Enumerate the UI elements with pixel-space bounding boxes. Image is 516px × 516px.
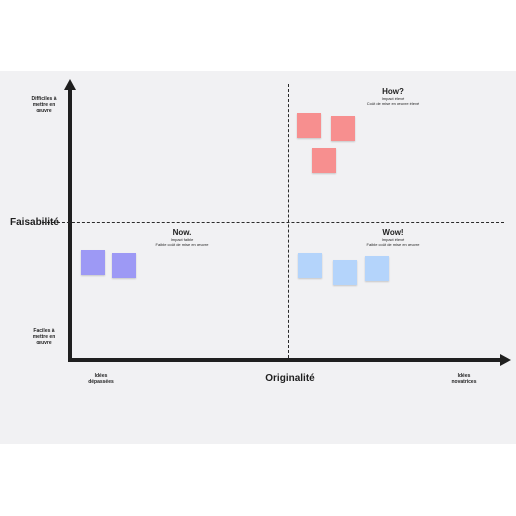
x-axis-left-label: Idées dépassées bbox=[88, 373, 114, 385]
horizontal-quadrant-divider bbox=[42, 222, 504, 223]
sticky-note-how[interactable] bbox=[312, 148, 336, 173]
quadrant-how-impact: Impact élevé bbox=[381, 96, 405, 101]
sticky-note-wow[interactable] bbox=[333, 260, 357, 285]
quadrant-how-cost: Coût de mise en œuvre élevé bbox=[366, 101, 420, 106]
sticky-note-wow[interactable] bbox=[298, 253, 322, 278]
y-axis-title: Faisabilité bbox=[10, 217, 59, 228]
quadrant-now-title: Now. bbox=[172, 228, 192, 237]
sticky-note-how[interactable] bbox=[297, 113, 321, 138]
quadrant-now-impact: Impact faible bbox=[170, 237, 194, 242]
vertical-quadrant-divider bbox=[288, 84, 289, 358]
quadrant-wow-impact: Impact élevé bbox=[381, 237, 405, 242]
sticky-note-now[interactable] bbox=[112, 253, 136, 278]
quadrant-now-cost: Faible coût de mise en œuvre bbox=[155, 242, 209, 247]
x-axis-right-label: Idées novatrices bbox=[451, 373, 477, 385]
whiteboard-canvas bbox=[0, 71, 516, 444]
quadrant-wow-header: Wow! Impact élevé Faible coût de mise en… bbox=[353, 228, 433, 247]
quadrant-wow-title: Wow! bbox=[382, 228, 404, 237]
y-axis-top-label: Difficiles à mettre en œuvre bbox=[31, 96, 57, 114]
x-axis-title: Originalité bbox=[265, 373, 315, 384]
x-axis bbox=[68, 358, 504, 362]
sticky-note-now[interactable] bbox=[81, 250, 105, 275]
sticky-note-wow[interactable] bbox=[365, 256, 389, 281]
y-axis-bottom-label: Faciles à mettre en œuvre bbox=[32, 328, 56, 346]
x-axis-arrow-icon bbox=[500, 354, 511, 366]
y-axis-arrow-icon bbox=[64, 79, 76, 90]
quadrant-how-header: How? Impact élevé Coût de mise en œuvre … bbox=[353, 87, 433, 106]
quadrant-now-header: Now. Impact faible Faible coût de mise e… bbox=[142, 228, 222, 247]
y-axis bbox=[68, 88, 72, 362]
sticky-note-how[interactable] bbox=[331, 116, 355, 141]
quadrant-wow-cost: Faible coût de mise en œuvre bbox=[366, 242, 420, 247]
quadrant-how-title: How? bbox=[382, 87, 404, 96]
